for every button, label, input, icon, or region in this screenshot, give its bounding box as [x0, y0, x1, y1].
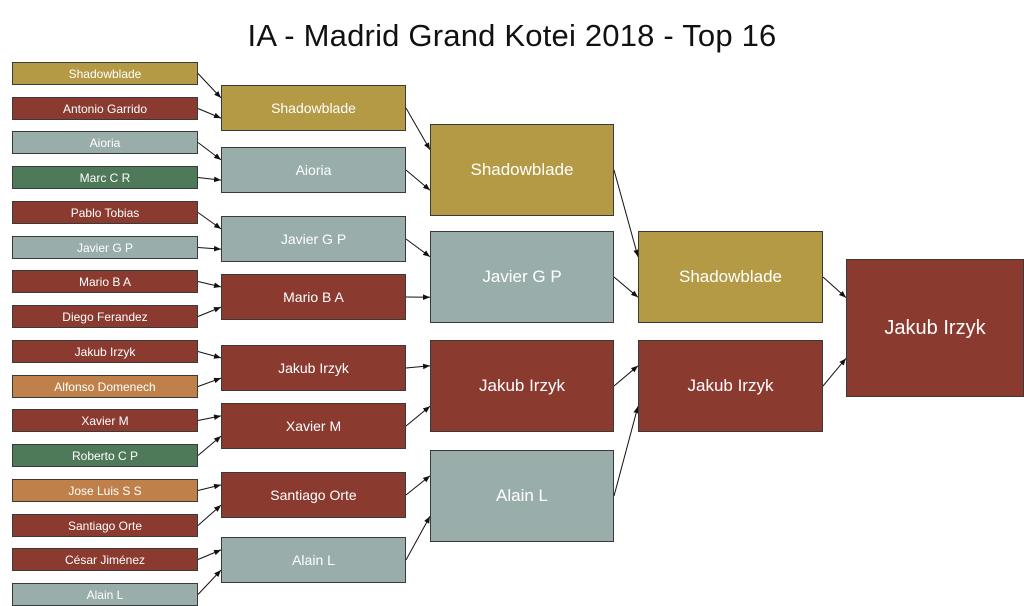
- connector-arrow: [198, 143, 221, 160]
- round2-slot-alain-l: Alain L: [221, 537, 406, 583]
- connector-arrow: [614, 277, 638, 297]
- round3-slot-javier-g-p: Javier G P: [430, 231, 614, 323]
- round1-slot-marc-c-r: Marc C R: [12, 166, 198, 189]
- connector-arrow: [198, 550, 221, 560]
- connector-arrow: [198, 248, 221, 250]
- round1-slot-antonio-garrido: Antonio Garrido: [12, 97, 198, 120]
- round3-slot-jakub-irzyk: Jakub Irzyk: [430, 340, 614, 432]
- round3-slot-shadowblade: Shadowblade: [430, 124, 614, 216]
- connector-arrow: [198, 378, 221, 386]
- connector-arrow: [614, 406, 638, 496]
- connector-arrow: [198, 352, 221, 358]
- connector-arrow: [198, 213, 221, 229]
- round1-slot-jakub-irzyk: Jakub Irzyk: [12, 340, 198, 363]
- round1-slot-jose-luis-s-s: Jose Luis S S: [12, 479, 198, 502]
- connector-arrow: [823, 277, 846, 298]
- connector-arrow: [198, 416, 221, 421]
- connector-arrow: [823, 358, 846, 386]
- connector-arrow: [406, 239, 430, 257]
- round5-slot-jakub-irzyk: Jakub Irzyk: [846, 259, 1024, 397]
- round1-slot-cesar-jimenez: César Jiménez: [12, 548, 198, 571]
- round2-slot-javier-g-p: Javier G P: [221, 216, 406, 262]
- round1-slot-alain-l: Alain L: [12, 583, 198, 606]
- round1-slot-diego-ferandez: Diego Ferandez: [12, 305, 198, 328]
- round2-slot-santiago-orte: Santiago Orte: [221, 472, 406, 518]
- round2-slot-shadowblade: Shadowblade: [221, 85, 406, 131]
- round2-slot-jakub-irzyk: Jakub Irzyk: [221, 345, 406, 391]
- round1-slot-javier-g-p: Javier G P: [12, 236, 198, 259]
- connector-arrow: [198, 436, 221, 455]
- round4-slot-jakub-irzyk: Jakub Irzyk: [638, 340, 823, 432]
- connector-arrow: [406, 516, 430, 560]
- round2-slot-mario-b-a: Mario B A: [221, 274, 406, 320]
- connector-arrow: [406, 366, 430, 368]
- connector-arrow: [614, 366, 638, 386]
- round4-slot-shadowblade: Shadowblade: [638, 231, 823, 323]
- round1-slot-mario-b-a: Mario B A: [12, 270, 198, 293]
- round1-slot-roberto-c-p: Roberto C P: [12, 444, 198, 467]
- round1-slot-shadowblade: Shadowblade: [12, 62, 198, 85]
- connector-arrow: [198, 282, 221, 287]
- connector-arrow: [198, 307, 221, 316]
- connector-arrow: [198, 178, 221, 181]
- round3-slot-alain-l: Alain L: [430, 450, 614, 542]
- connector-arrow: [406, 108, 430, 150]
- round1-slot-aioria: Aioria: [12, 131, 198, 154]
- connector-arrow: [614, 170, 638, 257]
- connector-arrow: [406, 406, 430, 426]
- connector-arrow: [198, 74, 221, 98]
- round1-slot-santiago-orte: Santiago Orte: [12, 514, 198, 537]
- connector-arrow: [406, 476, 430, 495]
- connector-arrow: [198, 505, 221, 525]
- connector-arrow: [198, 109, 221, 119]
- round1-slot-pablo-tobias: Pablo Tobias: [12, 201, 198, 224]
- connector-arrow: [198, 485, 221, 491]
- round2-slot-aioria: Aioria: [221, 147, 406, 193]
- round1-slot-alfonso-domenech: Alfonso Domenech: [12, 375, 198, 398]
- connector-arrow: [406, 170, 430, 190]
- round1-slot-xavier-m: Xavier M: [12, 409, 198, 432]
- round2-slot-xavier-m: Xavier M: [221, 403, 406, 449]
- connector-arrow: [198, 570, 221, 594]
